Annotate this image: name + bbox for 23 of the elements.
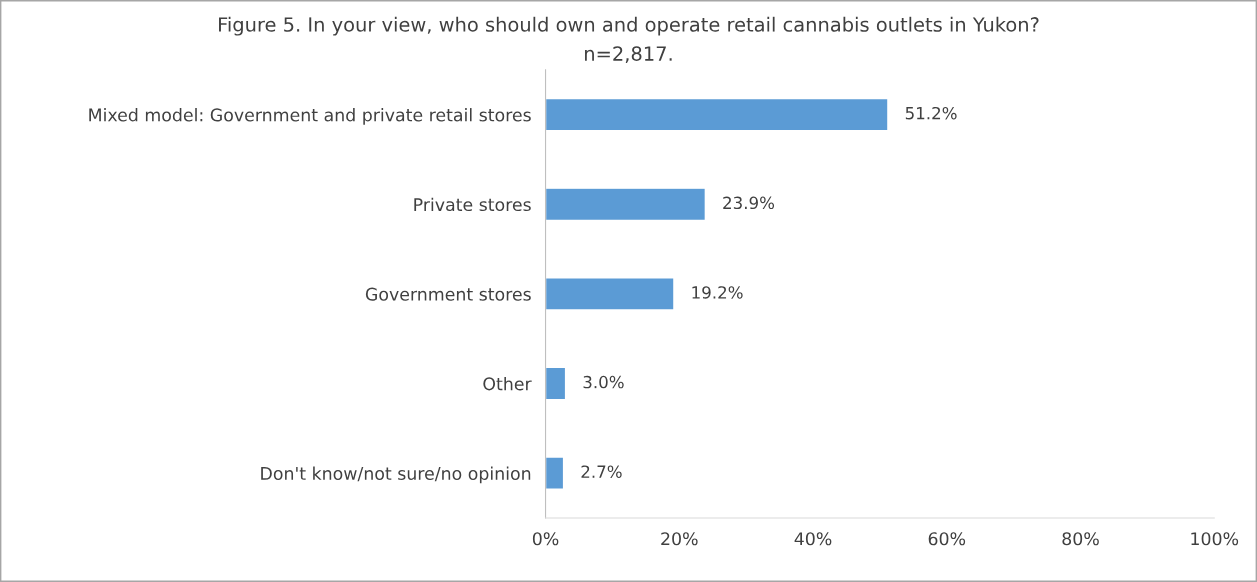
y-tick-label: Mixed model: Government and private retail stores [89,108,531,125]
data-label: 2.7% [581,465,622,478]
chart-title: Figure 5. In your view, who should own and operate retail cannabis outlets in Yukon? [219,16,1039,36]
bar [545,187,707,222]
data-label: 51.2% [905,106,957,120]
bar [545,97,889,132]
y-tick-label: Private stores [414,197,531,212]
x-tick-label: 60% [928,532,966,546]
data-label: 23.9% [723,196,775,210]
data-label: 3.0% [583,375,624,389]
bar [545,366,567,401]
x-tick-label: 0% [532,532,559,546]
y-tick-label: Government stores [365,287,531,301]
x-tick-label: 20% [661,532,698,546]
x-tick-label: 80% [1062,532,1099,546]
x-tick-label: 40% [794,532,832,546]
y-tick-label: Other [483,376,532,391]
data-label: 19.2% [692,286,743,299]
bar [545,456,565,490]
y-tick-label: Don't know/not sure/no opinion [261,466,531,484]
chart-subtitle: n=2,817. [585,46,672,63]
x-tick-label: 100% [1191,532,1239,546]
bar [545,277,675,311]
